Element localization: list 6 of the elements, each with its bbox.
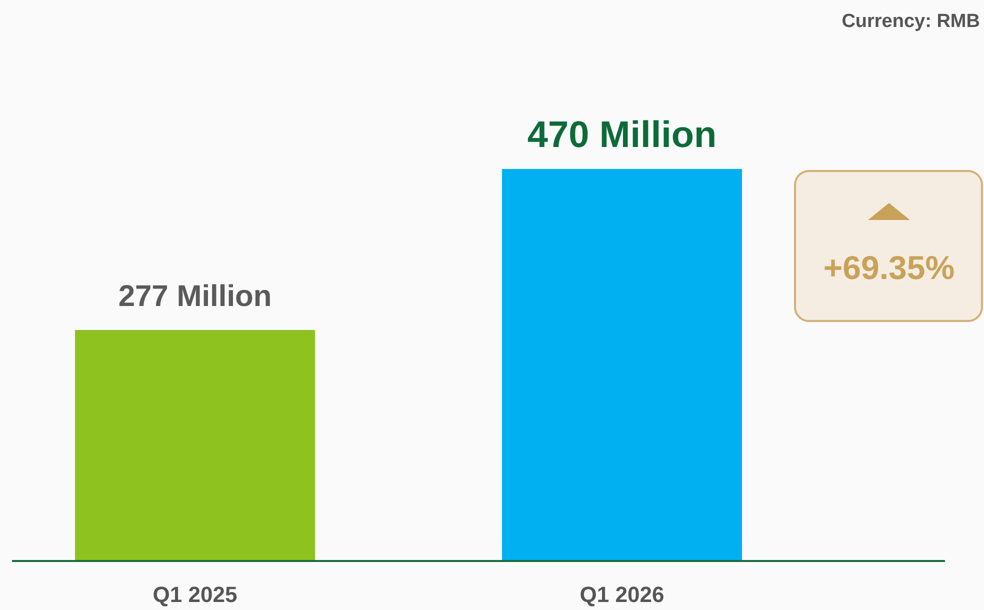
data-label: 470 Million bbox=[527, 114, 717, 155]
x-tick-label: Q1 2025 bbox=[152, 582, 238, 607]
text: Currency: RMB bbox=[842, 11, 980, 32]
data-label: 277 Million bbox=[118, 280, 272, 313]
annotation: +69.35% bbox=[823, 249, 955, 286]
x-tick-label: Q1 2026 bbox=[580, 582, 664, 607]
